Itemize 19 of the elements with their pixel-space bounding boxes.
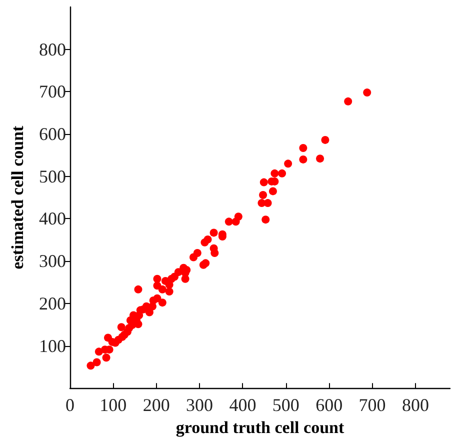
y-tick-label: 300 [39, 251, 66, 272]
x-tick-label: 0 [66, 395, 74, 416]
x-tick-label: 500 [272, 395, 300, 416]
x-tick-label: 200 [142, 395, 170, 416]
y-tick-label: 100 [39, 336, 66, 356]
y-tick-label: 200 [39, 293, 66, 314]
y-axis-title: estimated cell count [8, 125, 27, 270]
y-tick-label: 600 [39, 124, 66, 144]
x-axis-title: ground truth cell count [176, 418, 344, 437]
y-tick-label: 400 [39, 208, 66, 229]
y-tick-label: 500 [39, 166, 66, 186]
x-tick-label: 800 [402, 395, 429, 416]
x-tick-label: 600 [316, 395, 343, 416]
y-tick-label: 800 [39, 39, 66, 60]
x-tick-label: 300 [186, 395, 214, 416]
y-tick-label: 700 [39, 82, 66, 102]
x-tick-label: 700 [358, 395, 386, 416]
x-tick-label: 400 [229, 395, 256, 416]
x-tick-label: 100 [100, 395, 127, 416]
